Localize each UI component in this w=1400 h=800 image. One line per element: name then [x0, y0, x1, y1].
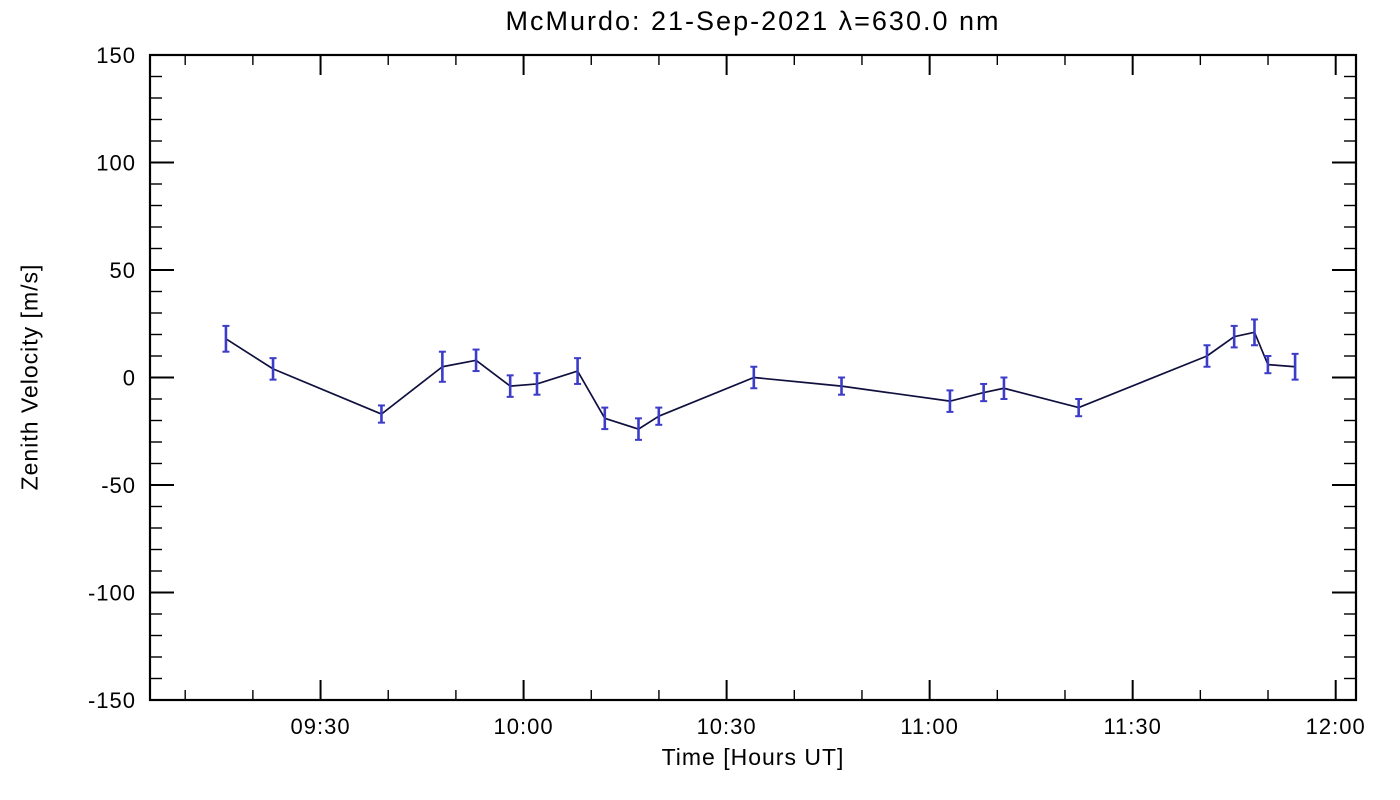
- y-tick-label: 100: [96, 151, 136, 176]
- y-tick-label: -100: [88, 581, 136, 606]
- chart-title: McMurdo: 21-Sep-2021 λ=630.0 nm: [505, 6, 1001, 36]
- y-tick-label: 0: [123, 366, 136, 391]
- x-tick-label: 11:00: [900, 714, 958, 739]
- x-tick-label: 11:30: [1103, 714, 1161, 739]
- y-tick-label: 150: [96, 43, 136, 68]
- x-tick-label: 10:30: [697, 714, 757, 739]
- x-tick-label: 10:00: [494, 714, 554, 739]
- x-tick-label: 09:30: [291, 714, 351, 739]
- data-line: [225, 331, 1296, 430]
- x-axis-label: Time [Hours UT]: [661, 744, 845, 770]
- y-tick-label: -150: [88, 688, 136, 713]
- y-tick-label: 50: [110, 258, 136, 283]
- x-tick-label: 12:00: [1306, 714, 1366, 739]
- y-tick-label: -50: [101, 473, 136, 498]
